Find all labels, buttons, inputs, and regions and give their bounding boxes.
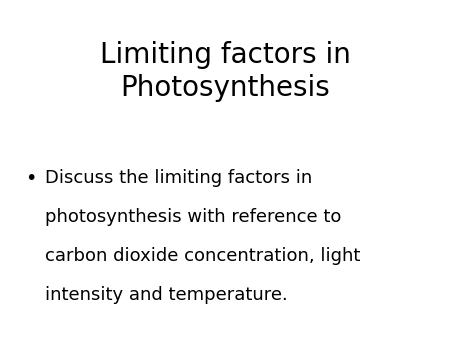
Text: intensity and temperature.: intensity and temperature. <box>45 286 288 304</box>
Text: •: • <box>25 169 36 188</box>
Text: carbon dioxide concentration, light: carbon dioxide concentration, light <box>45 247 360 265</box>
Text: Limiting factors in
Photosynthesis: Limiting factors in Photosynthesis <box>99 41 351 102</box>
Text: Discuss the limiting factors in: Discuss the limiting factors in <box>45 169 312 187</box>
Text: photosynthesis with reference to: photosynthesis with reference to <box>45 208 342 226</box>
